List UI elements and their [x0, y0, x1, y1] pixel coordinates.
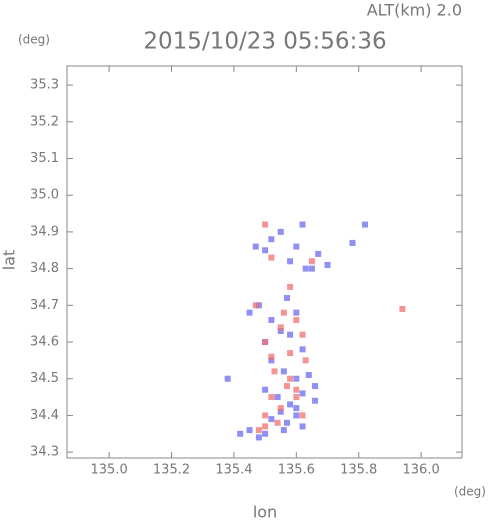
- data-point: [262, 423, 269, 430]
- data-point: [305, 372, 312, 379]
- data-point: [299, 221, 306, 228]
- data-point: [262, 412, 269, 419]
- data-point: [277, 328, 284, 335]
- data-point: [293, 386, 300, 393]
- y-tick-label: 34.8: [30, 261, 59, 276]
- x-unit: (deg): [454, 485, 486, 499]
- data-point: [312, 383, 319, 390]
- data-point: [246, 427, 253, 434]
- data-point: [255, 427, 262, 434]
- data-point: [262, 339, 269, 346]
- data-point: [237, 430, 244, 437]
- data-point: [255, 434, 262, 441]
- data-point: [283, 294, 290, 301]
- data-point: [277, 408, 284, 415]
- data-point: [283, 419, 290, 426]
- data-point: [268, 236, 275, 243]
- data-point: [262, 247, 269, 254]
- y-tick-label: 35.1: [30, 151, 59, 166]
- x-tick-label: 135.4: [215, 463, 252, 478]
- y-tick-label: 34.3: [30, 445, 59, 460]
- x-tick-label: 135.0: [91, 463, 128, 478]
- data-point: [315, 250, 322, 257]
- data-point: [274, 394, 281, 401]
- data-point: [280, 368, 287, 375]
- data-point: [274, 419, 281, 426]
- data-point: [287, 375, 294, 382]
- data-point: [308, 258, 315, 265]
- data-point: [246, 309, 253, 316]
- x-tick-label: 136.0: [403, 463, 440, 478]
- data-point: [293, 405, 300, 412]
- data-point: [255, 302, 262, 309]
- y-tick-label: 35.3: [30, 78, 59, 93]
- data-point: [277, 228, 284, 235]
- data-point: [293, 394, 300, 401]
- y-tick-label: 34.9: [30, 224, 59, 239]
- data-point: [299, 346, 306, 353]
- data-point: [349, 239, 356, 246]
- data-point: [324, 261, 331, 268]
- data-point: [287, 283, 294, 290]
- data-point: [268, 357, 275, 364]
- data-point: [280, 427, 287, 434]
- y-tick-label: 34.5: [30, 371, 59, 386]
- y-unit: (deg): [18, 33, 50, 47]
- data-point: [399, 305, 406, 312]
- data-point: [262, 221, 269, 228]
- data-point: [280, 309, 287, 316]
- data-point: [268, 254, 275, 261]
- x-tick-label: 135.2: [153, 463, 190, 478]
- data-point: [252, 302, 259, 309]
- data-point: [287, 331, 294, 338]
- x-tick-label: 135.8: [340, 463, 377, 478]
- data-point: [252, 243, 259, 250]
- data-point: [262, 386, 269, 393]
- data-point: [293, 412, 300, 419]
- plot-frame: [66, 65, 463, 459]
- y-tick-label: 34.4: [30, 408, 59, 423]
- data-point: [293, 375, 300, 382]
- y-tick-label: 34.7: [30, 298, 59, 313]
- data-point: [268, 416, 275, 423]
- y-axis-label: lat: [0, 250, 19, 271]
- x-axis-label: lon: [253, 503, 277, 521]
- data-point: [224, 375, 231, 382]
- data-point: [287, 258, 294, 265]
- data-point: [277, 324, 284, 331]
- data-point: [299, 390, 306, 397]
- y-tick-label: 35.2: [30, 114, 59, 129]
- data-point: [299, 423, 306, 430]
- data-point: [271, 368, 278, 375]
- data-point: [308, 265, 315, 272]
- data-point: [287, 401, 294, 408]
- data-point: [287, 350, 294, 357]
- chart-title: 2015/10/23 05:56:36: [143, 29, 386, 55]
- data-point: [262, 430, 269, 437]
- data-point: [268, 353, 275, 360]
- data-point: [293, 316, 300, 323]
- data-point: [299, 331, 306, 338]
- data-point: [312, 397, 319, 404]
- chart-subtitle: ALT(km) 2.0: [367, 1, 462, 20]
- data-point: [293, 309, 300, 316]
- data-point: [302, 265, 309, 272]
- data-point: [299, 412, 306, 419]
- data-point: [277, 405, 284, 412]
- x-tick-label: 135.6: [278, 463, 315, 478]
- y-tick-label: 34.6: [30, 335, 59, 350]
- data-point: [361, 221, 368, 228]
- data-point: [293, 243, 300, 250]
- data-point: [283, 383, 290, 390]
- data-point: [268, 394, 275, 401]
- y-tick-label: 35.0: [30, 188, 59, 203]
- data-point: [268, 316, 275, 323]
- data-point: [302, 357, 309, 364]
